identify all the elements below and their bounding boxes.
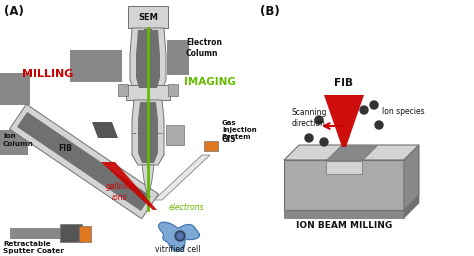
Polygon shape <box>154 155 210 200</box>
Text: GIS: GIS <box>222 135 237 144</box>
Text: Ion species: Ion species <box>382 108 425 116</box>
Bar <box>167 40 189 75</box>
Bar <box>10 228 85 238</box>
Polygon shape <box>326 161 362 174</box>
Bar <box>166 125 184 145</box>
Polygon shape <box>92 122 118 138</box>
Bar <box>70 50 122 82</box>
Circle shape <box>360 106 368 114</box>
Polygon shape <box>132 100 164 165</box>
Polygon shape <box>136 30 160 88</box>
Polygon shape <box>324 95 364 147</box>
Text: FIB: FIB <box>335 78 354 88</box>
Circle shape <box>315 116 323 124</box>
Text: gallium
ions: gallium ions <box>106 182 134 202</box>
Polygon shape <box>101 162 157 210</box>
Bar <box>126 85 170 100</box>
Text: (A): (A) <box>4 5 24 18</box>
Polygon shape <box>142 165 154 190</box>
Text: Electron
Column: Electron Column <box>186 38 222 58</box>
Text: MILLING: MILLING <box>22 69 73 79</box>
Polygon shape <box>146 190 150 202</box>
Bar <box>60 224 82 242</box>
Polygon shape <box>138 102 158 163</box>
Bar <box>168 84 178 96</box>
Polygon shape <box>326 146 377 161</box>
Text: vitrified cell: vitrified cell <box>155 244 201 253</box>
Polygon shape <box>159 222 200 251</box>
Bar <box>128 6 168 28</box>
Polygon shape <box>284 145 419 160</box>
Circle shape <box>177 233 183 239</box>
Circle shape <box>375 121 383 129</box>
Bar <box>204 141 218 151</box>
Polygon shape <box>284 160 404 210</box>
Polygon shape <box>404 195 419 218</box>
Text: FIB: FIB <box>58 144 72 153</box>
Text: ION BEAM MILLING: ION BEAM MILLING <box>296 220 392 229</box>
Circle shape <box>175 231 185 241</box>
Circle shape <box>305 134 313 142</box>
Bar <box>79 226 91 242</box>
Bar <box>0 73 30 105</box>
Polygon shape <box>142 29 154 36</box>
Text: (B): (B) <box>260 5 280 18</box>
Text: SEM: SEM <box>138 13 158 22</box>
Bar <box>118 84 128 96</box>
Text: IMAGING: IMAGING <box>184 77 236 87</box>
Bar <box>0 130 28 155</box>
Bar <box>284 210 404 218</box>
Text: Retractable
Sputter Coater: Retractable Sputter Coater <box>3 241 64 254</box>
Text: electrons: electrons <box>168 204 204 212</box>
Bar <box>17 112 151 211</box>
Polygon shape <box>130 28 166 90</box>
Text: Scanning
direction: Scanning direction <box>292 108 327 128</box>
Bar <box>9 104 158 219</box>
Text: Ion
Column: Ion Column <box>3 133 34 146</box>
Polygon shape <box>404 145 419 210</box>
Circle shape <box>320 138 328 146</box>
Circle shape <box>370 101 378 109</box>
Text: Gas
Injection
System: Gas Injection System <box>222 120 256 140</box>
